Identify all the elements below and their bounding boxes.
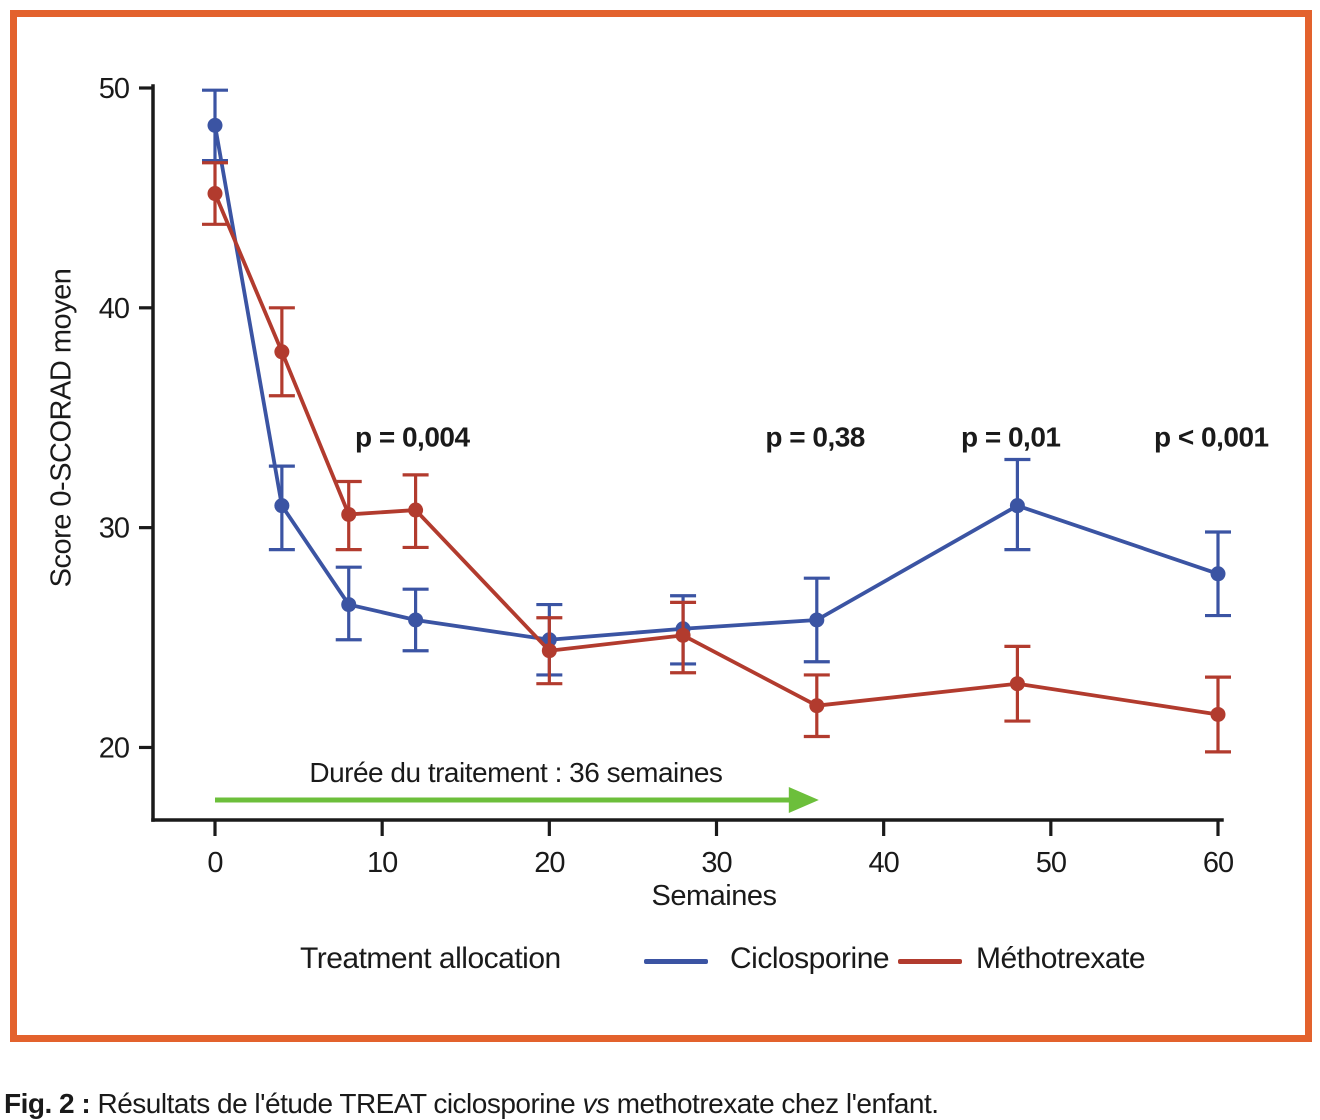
x-tick-label: 20 — [534, 847, 564, 879]
ciclosporine-data-point — [274, 498, 290, 514]
ciclosporine-line — [213, 125, 1219, 642]
x-tick-label: 60 — [1203, 847, 1233, 879]
p-value-annotation: p < 0,001 — [1154, 421, 1269, 452]
caption-prefix: Fig. 2 : — [4, 1088, 91, 1119]
methotrexate-data-point — [809, 698, 825, 714]
x-tick-label: 50 — [1036, 847, 1066, 879]
methotrexate-data-point — [341, 506, 357, 522]
y-tick-label: 50 — [99, 73, 129, 105]
methotrexate-data-point — [1210, 706, 1226, 722]
methotrexate-data-point — [207, 186, 223, 202]
ciclosporine-data-point — [207, 117, 223, 133]
p-value-annotation: p = 0,004 — [355, 421, 471, 452]
y-axis-title: Score 0-SCORAD moyen — [45, 268, 78, 588]
x-tick-label: 0 — [207, 847, 222, 879]
caption-text-before-vs: Résultats de l'étude TREAT ciclosporine — [90, 1088, 583, 1119]
x-tick-label: 30 — [701, 847, 731, 879]
ciclosporine-data-point — [341, 597, 357, 613]
x-tick-label: 40 — [869, 847, 899, 879]
methotrexate-line — [213, 192, 1219, 717]
methotrexate-line-swatch — [898, 959, 962, 964]
treatment-arrow-label: Durée du traitement : 36 semaines — [309, 757, 722, 788]
p-value-annotation: p = 0,01 — [961, 421, 1061, 452]
ciclosporine-data-point — [809, 612, 825, 628]
y-tick-label: 40 — [99, 293, 129, 325]
methotrexate-data-point — [675, 627, 691, 643]
y-tick-label: 20 — [99, 732, 129, 764]
methotrexate-data-point — [1009, 676, 1025, 692]
scorad-chart: 20 30 40 50 0 10 20 30 40 50 60 Durée du traitement… — [99, 73, 1269, 879]
methotrexate-data-point — [541, 643, 557, 659]
legend-title: Treatment allocation — [300, 942, 561, 975]
legend-label-methotrexate: Méthotrexate — [976, 942, 1146, 975]
ciclosporine-data-point — [1210, 566, 1226, 582]
treatment-arrow-head — [788, 787, 819, 813]
ciclosporine-data-point — [408, 612, 424, 628]
p-value-annotation: p = 0,38 — [765, 421, 865, 452]
figure-border — [10, 10, 1312, 1042]
ciclosporine-data-point — [1009, 498, 1025, 514]
caption-text-after-vs: methotrexate chez l'enfant. — [609, 1088, 939, 1119]
figure-caption: Fig. 2 : Résultats de l'étude TREAT cicl… — [4, 1088, 939, 1120]
caption-vs: vs — [582, 1088, 610, 1119]
methotrexate-data-point — [408, 502, 424, 518]
y-tick-label: 30 — [99, 513, 129, 545]
methotrexate-data-point — [274, 344, 290, 360]
x-tick-label: 10 — [367, 847, 397, 879]
x-axis-title: Semaines — [651, 880, 777, 912]
ciclosporine-line-swatch — [644, 959, 708, 964]
legend-label-ciclosporine: Ciclosporine — [730, 942, 890, 975]
